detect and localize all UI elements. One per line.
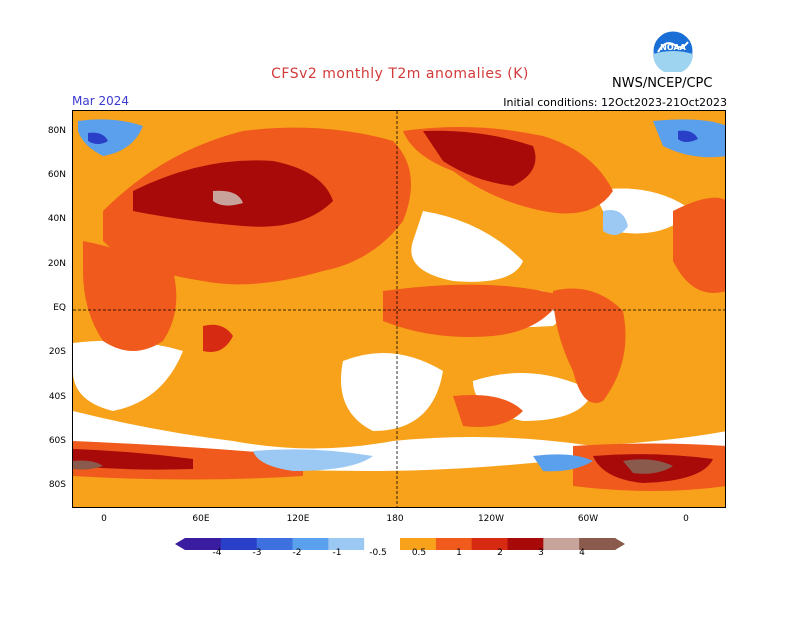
colorbar-segment <box>579 538 616 550</box>
colorbar-segment <box>471 538 508 550</box>
initial-conditions: Initial conditions: 12Oct2023-21Oct2023 <box>503 96 727 109</box>
warm-area-sahara <box>673 197 725 293</box>
very-hot-area-mongolia <box>213 190 243 206</box>
colorbar-arrow-right <box>615 538 625 550</box>
lat-label: 80N <box>47 126 66 136</box>
colorbar-label: -2 <box>292 548 302 558</box>
lon-label: 180 <box>386 514 404 524</box>
lon-label: 120E <box>286 514 310 524</box>
logo-text: NOAA <box>660 43 686 52</box>
lon-label: 0 <box>683 514 689 524</box>
very-cold-area-greenland-east <box>678 130 698 142</box>
cool-area-eastern-north-america <box>603 210 628 235</box>
colorbar-segment <box>435 538 473 550</box>
colorbar-segment <box>185 538 222 550</box>
colorbar-segment <box>256 538 293 550</box>
colorbar-segment <box>507 538 544 550</box>
hot-area-antarctic-west <box>73 449 193 470</box>
agency-label: NWS/NCEP/CPC <box>612 76 713 91</box>
colorbar-label: 4 <box>579 548 585 558</box>
neutral-area-south-atlantic <box>73 340 183 411</box>
lat-label: 40N <box>47 214 66 224</box>
colorbar-label: 1 <box>456 548 462 558</box>
hot-area-canada <box>423 130 536 186</box>
warm-area-tropical-pacific <box>383 284 563 337</box>
lat-label: 20S <box>48 347 66 357</box>
very-cold-area-greenland-west <box>88 132 108 144</box>
lat-label: 60N <box>47 170 66 180</box>
noaa-logo: NOAA <box>652 30 694 74</box>
lat-label: 80S <box>48 480 66 490</box>
very-hot-area-antarctica <box>623 459 673 474</box>
lat-label: EQ <box>53 303 66 313</box>
lon-label: 60E <box>192 514 210 524</box>
cool-area-antarctic-pacific <box>253 449 373 471</box>
colorbar-label: 0.5 <box>411 548 427 558</box>
cold-area-greenland-west <box>78 119 143 156</box>
colorbar-label: 2 <box>497 548 503 558</box>
colorbar <box>175 536 625 550</box>
lat-label: 60S <box>48 436 66 446</box>
warm-area-africa <box>83 241 177 351</box>
colorbar-label: -1 <box>332 548 342 558</box>
colorbar-segment <box>364 538 401 550</box>
neutral-area-north-pacific <box>411 211 523 282</box>
hot-area-southern-africa <box>203 324 233 352</box>
colorbar-segment <box>292 538 329 550</box>
colorbar-label: -4 <box>212 548 222 558</box>
colorbar-label: -3 <box>252 548 262 558</box>
lat-label: 20N <box>47 259 66 269</box>
colorbar-segment <box>220 538 258 550</box>
neutral-area-south-pacific <box>341 353 443 431</box>
lon-label: 60W <box>577 514 599 524</box>
map-title: CFSv2 monthly T2m anomalies (K) <box>271 66 529 82</box>
colorbar-label: 3 <box>538 548 544 558</box>
lat-label: 40S <box>48 392 66 402</box>
forecast-month: Mar 2024 <box>72 94 129 108</box>
colorbar-label: -0.5 <box>369 548 387 558</box>
colorbar-segment <box>400 538 437 550</box>
warm-area-south-america <box>553 288 626 403</box>
colorbar-segment <box>328 538 365 550</box>
colorbar-arrow-left <box>175 538 185 550</box>
lon-label: 120W <box>477 514 505 524</box>
colorbar-segment <box>543 538 580 550</box>
lon-label: 0 <box>101 514 107 524</box>
warm-area-southern-pacific <box>453 395 523 427</box>
very-hot-area-antarctica-west <box>73 460 103 470</box>
anomaly-map <box>72 110 726 508</box>
cold-area-amundsen-sea <box>533 454 593 472</box>
